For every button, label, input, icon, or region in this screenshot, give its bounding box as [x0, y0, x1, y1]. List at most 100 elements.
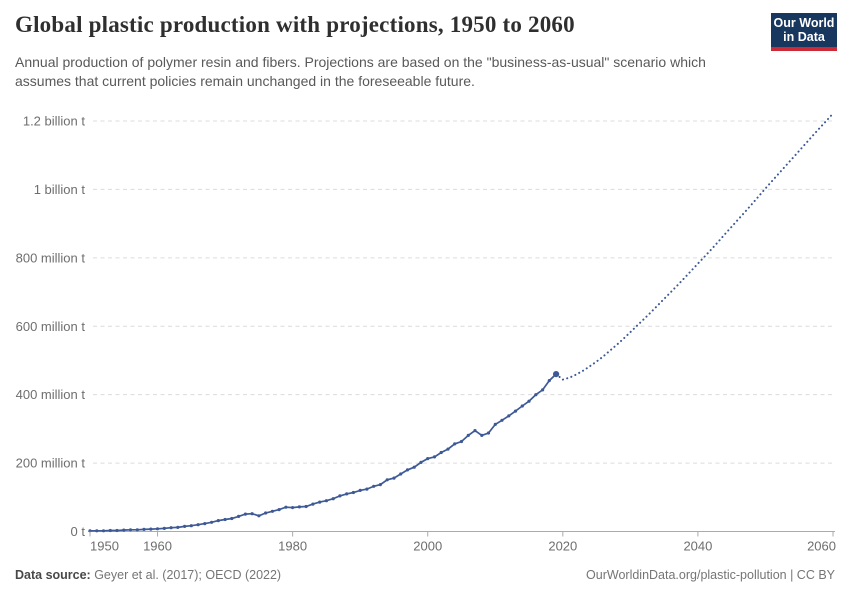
data-point — [399, 472, 403, 476]
projection-dotted-line — [555, 112, 834, 381]
data-point — [345, 492, 349, 496]
data-point — [176, 525, 180, 530]
data-point — [95, 529, 99, 533]
data-point — [547, 379, 551, 383]
chart-footer: Data source: Geyer et al. (2017); OECD (… — [15, 568, 835, 582]
data-point — [169, 526, 173, 530]
data-point — [534, 393, 538, 397]
data-point — [189, 524, 193, 528]
y-tick-label: 0 t — [71, 524, 86, 539]
data-point — [284, 505, 288, 509]
data-point — [412, 465, 416, 469]
data-point — [405, 468, 410, 472]
data-point — [155, 527, 160, 531]
data-point — [223, 517, 227, 522]
data-point — [135, 528, 139, 532]
x-tick-label: 1950 — [90, 539, 119, 554]
gridlines — [88, 120, 835, 532]
data-point — [541, 388, 545, 392]
data-point — [128, 528, 133, 532]
page-title: Global plastic production with projectio… — [15, 12, 575, 37]
data-point — [88, 529, 92, 533]
data-point — [426, 457, 430, 461]
historical-line — [90, 373, 557, 532]
x-axis-labels: 1950 1960 1980 2000 2020 2040 2060 — [89, 531, 836, 554]
data-point — [264, 511, 268, 515]
data-point — [149, 527, 153, 531]
data-point — [115, 528, 119, 533]
y-tick-label: 1.2 billion t — [23, 114, 86, 129]
y-tick-label: 600 million t — [16, 319, 86, 334]
y-tick-label: 1 billion t — [34, 182, 86, 197]
data-point — [270, 509, 274, 513]
data-point — [331, 497, 335, 501]
data-point — [230, 516, 234, 521]
data-point — [318, 500, 322, 504]
data-point — [297, 505, 301, 509]
data-point — [108, 528, 112, 533]
data-point — [122, 528, 126, 532]
data-point — [453, 442, 457, 446]
data-point — [480, 433, 484, 437]
data-point — [324, 499, 328, 503]
y-tick-label: 800 million t — [16, 250, 86, 265]
data-point — [210, 520, 214, 524]
data-point — [216, 519, 220, 523]
x-tick-label: 2040 — [683, 539, 712, 554]
y-tick-label: 400 million t — [16, 387, 86, 402]
data-point — [439, 450, 443, 455]
data-point — [527, 399, 531, 403]
data-point — [203, 522, 207, 526]
data-point — [311, 502, 315, 506]
attribution-link[interactable]: OurWorldinData.org/plastic-pollution | C… — [586, 568, 835, 582]
data-point — [304, 504, 308, 509]
owid-logo[interactable]: Our World in Data — [771, 13, 837, 51]
data-point — [351, 490, 355, 495]
data-point — [142, 527, 146, 532]
data-point — [250, 512, 254, 516]
data-point — [507, 414, 511, 418]
data-point — [486, 431, 491, 435]
data-point — [365, 487, 369, 491]
data-point — [101, 529, 106, 533]
data-point — [338, 494, 342, 498]
data-point — [392, 476, 396, 480]
data-point — [513, 409, 518, 413]
x-tick-label: 2000 — [413, 539, 442, 554]
data-source-value: Geyer et al. (2017); OECD (2022) — [90, 568, 282, 582]
data-point — [500, 418, 504, 422]
chart-subtitle: Annual production of polymer resin and f… — [15, 54, 706, 89]
data-point — [237, 514, 241, 519]
x-tick-label: 1980 — [278, 539, 307, 554]
data-point — [372, 484, 376, 488]
data-point — [520, 404, 524, 408]
data-point — [459, 439, 464, 444]
x-tick-label: 1960 — [143, 539, 172, 554]
y-tick-label: 200 million t — [16, 456, 86, 471]
data-point — [432, 455, 437, 459]
data-point — [196, 523, 200, 527]
logo-line-2: in Data — [783, 30, 825, 44]
y-axis-labels: 0 t 200 million t 400 million t 600 million… — [16, 114, 86, 540]
data-series — [88, 112, 834, 533]
data-point — [183, 524, 187, 529]
logo-line-1: Our World — [773, 15, 835, 30]
data-point — [291, 506, 295, 510]
data-source: Data source: Geyer et al. (2017); OECD (… — [15, 568, 281, 582]
data-point — [493, 422, 497, 426]
data-point — [466, 433, 470, 437]
data-point — [162, 526, 166, 531]
data-point — [257, 514, 261, 518]
data-point — [446, 447, 450, 451]
data-point — [243, 512, 247, 516]
data-point — [277, 508, 281, 512]
data-point — [378, 483, 382, 487]
data-point — [473, 429, 477, 433]
data-point — [358, 488, 362, 492]
data-point — [419, 460, 423, 464]
x-tick-label: 2020 — [548, 539, 577, 554]
data-source-label: Data source: — [15, 568, 91, 582]
data-point — [385, 478, 389, 482]
